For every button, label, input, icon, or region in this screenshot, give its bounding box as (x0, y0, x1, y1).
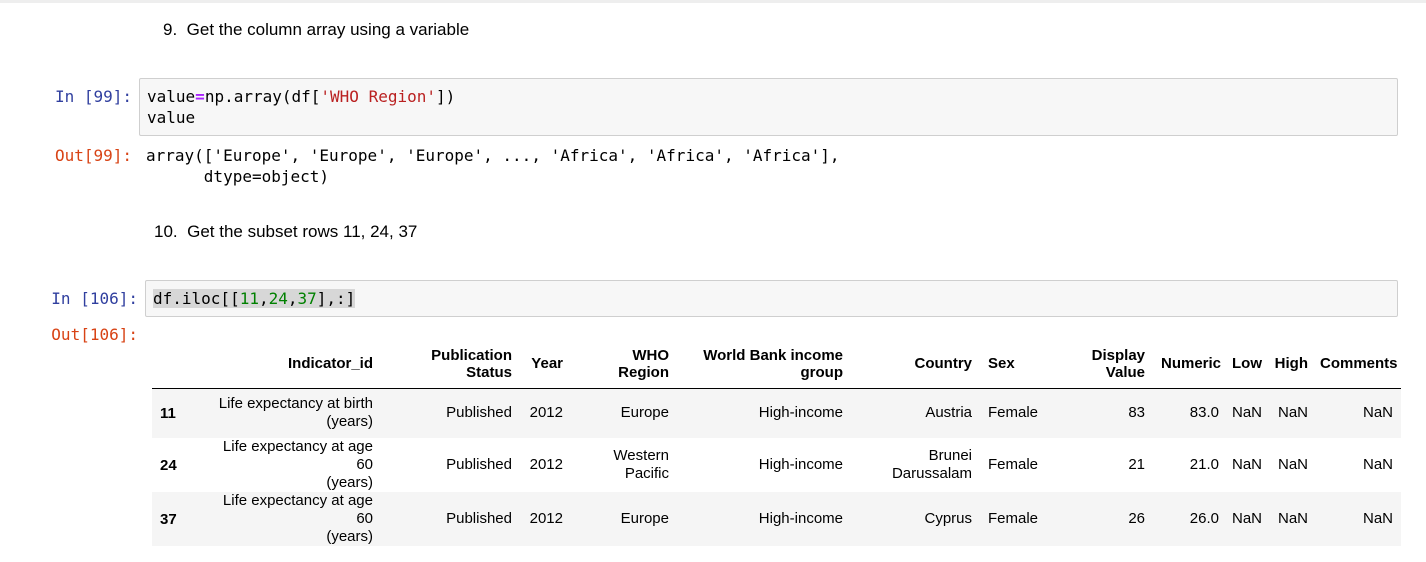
cell-year: 2012 (529, 404, 563, 422)
cell-low: NaN (1231, 456, 1262, 473)
output-line: array(['Europe', 'Europe', 'Europe', ...… (146, 146, 840, 165)
col-header-comments: Comments (1312, 340, 1401, 389)
col-header-income-group: World Bank income group (677, 340, 851, 389)
cell-region: Europe (620, 404, 669, 422)
code-cell-106[interactable]: df.iloc[[11,24,37],:] (145, 280, 1398, 317)
cell-status: Published (446, 456, 512, 473)
cell-status: Published (446, 510, 512, 527)
cell-numeric: 83.0 (1189, 404, 1219, 422)
cell-region: Western Pacific (613, 447, 669, 482)
cell-year: 2012 (529, 456, 563, 473)
cell-high: NaN (1277, 510, 1308, 527)
row-index: 24 (160, 456, 177, 474)
cell-income: High-income (758, 456, 843, 473)
code-token: , (258, 289, 269, 308)
input-prompt-99: In [99]: (54, 87, 132, 106)
cell-region: Europe (620, 510, 669, 527)
selected-code: df.iloc[[11,24,37],:] (153, 289, 356, 308)
markdown-cell-step-9[interactable]: 9. Get the column array using a variable (163, 19, 469, 41)
col-header-indicator-id: Indicator_id (204, 340, 381, 389)
cell-indicator: Life expectancy at age 60 (years) (222, 492, 373, 545)
cell-high: NaN (1277, 456, 1308, 473)
cell-high: NaN (1277, 404, 1308, 422)
col-header-high: High (1264, 340, 1312, 389)
cell-low: NaN (1231, 404, 1262, 422)
output-prompt-106: Out[106]: (51, 325, 138, 344)
code-operator: = (195, 87, 205, 106)
row-index: 11 (160, 404, 176, 422)
cell-country: Brunei Darussalam (891, 447, 972, 482)
cell-year: 2012 (529, 510, 563, 527)
list-number: 9. (163, 20, 178, 39)
col-header-low: Low (1227, 340, 1264, 389)
output-prompt-99: Out[99]: (54, 146, 132, 165)
markdown-cell-step-10[interactable]: 10. Get the subset rows 11, 24, 37 (154, 221, 417, 243)
code-token: ]) (436, 87, 456, 106)
markdown-text: Get the column array using a variable (186, 20, 470, 39)
col-header-who-region: WHO Region (571, 340, 677, 389)
code-number: 24 (268, 289, 288, 308)
input-prompt-106: In [106]: (51, 289, 138, 308)
table-header-row: Indicator_id Publication Status Year WHO R… (152, 340, 1401, 389)
notebook-top-border (0, 0, 1426, 3)
cell-sex: Female (988, 456, 1039, 473)
code-cell-99[interactable]: value=np.array(df['WHO Region']) value (139, 78, 1398, 136)
cell-display-value: 83 (1128, 404, 1145, 422)
cell-numeric: 21.0 (1189, 456, 1219, 473)
cell-income: High-income (758, 404, 843, 422)
code-token: df.iloc[[ (153, 289, 240, 308)
cell-display-value: 21 (1128, 456, 1145, 473)
cell-country: Austria (925, 404, 972, 422)
markdown-text: Get the subset rows 11, 24, 37 (187, 222, 418, 241)
code-string: 'WHO Region' (320, 87, 436, 106)
col-header-sex: Sex (980, 340, 1053, 389)
col-header-display-value: Display Value (1053, 340, 1153, 389)
code-token: np.array(df[ (204, 87, 321, 106)
output-line: dtype=object) (146, 167, 330, 186)
col-header-year: Year (520, 340, 571, 389)
cell-status: Published (446, 404, 512, 422)
table-row: 11 Life expectancy at birth (years) Publi… (152, 388, 1401, 438)
output-text-99: array(['Europe', 'Europe', 'Europe', ...… (146, 145, 840, 187)
cell-country: Cyprus (924, 510, 972, 527)
cell-sex: Female (988, 510, 1039, 527)
cell-sex: Female (988, 404, 1039, 422)
code-number: 11 (239, 289, 259, 308)
cell-indicator: Life expectancy at age 60 (years) (222, 438, 373, 491)
dataframe-output: Indicator_id Publication Status Year WHO R… (152, 340, 1401, 546)
row-index: 37 (160, 510, 177, 528)
cell-low: NaN (1231, 510, 1262, 527)
col-header-publication-status: Publication Status (381, 340, 520, 389)
cell-numeric: 26.0 (1189, 510, 1219, 527)
table-row: 24 Life expectancy at age 60 (years) Publ… (152, 438, 1401, 492)
table-row: 37 Life expectancy at age 60 (years) Publ… (152, 492, 1401, 546)
cell-comments: NaN (1362, 456, 1393, 473)
code-token: value (147, 87, 196, 106)
cell-comments: NaN (1362, 510, 1393, 527)
code-token: , (287, 289, 298, 308)
col-header-country: Country (851, 340, 980, 389)
code-number: 37 (297, 289, 317, 308)
code-token: value (147, 108, 196, 127)
cell-income: High-income (758, 510, 843, 527)
cell-indicator: Life expectancy at birth (years) (218, 395, 373, 431)
col-header-numeric: Numeric (1153, 340, 1227, 389)
cell-comments: NaN (1362, 404, 1393, 422)
col-header-index (152, 340, 204, 389)
code-token: ],:] (316, 289, 356, 308)
cell-display-value: 26 (1128, 510, 1145, 527)
list-number: 10. (154, 222, 178, 241)
